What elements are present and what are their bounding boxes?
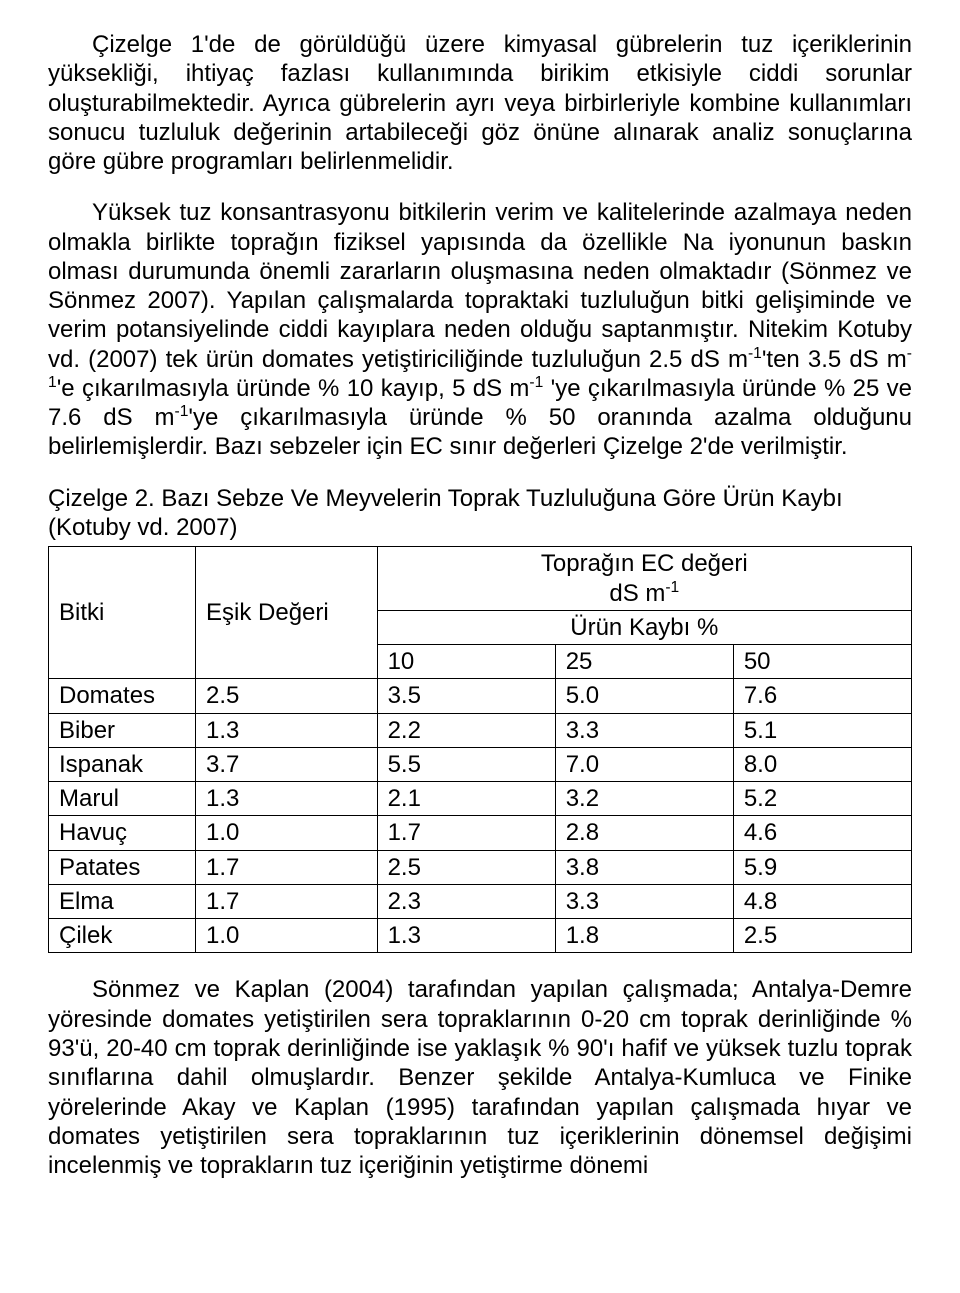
loss-col-10: 10 [377, 645, 555, 679]
table-cell: 2.1 [377, 782, 555, 816]
table2-header-row-1: Bitki Eşik Değeri Toprağın EC değeridS m… [49, 547, 912, 611]
table-cell: 1.3 [196, 713, 378, 747]
table-cell: Ispanak [49, 747, 196, 781]
table-cell: 7.0 [555, 747, 733, 781]
table-cell: 3.3 [555, 713, 733, 747]
table-row: Biber1.32.23.35.1 [49, 713, 912, 747]
table-cell: Elma [49, 884, 196, 918]
table-cell: 7.6 [733, 679, 911, 713]
table-cell: 3.3 [555, 884, 733, 918]
table-cell: 2.5 [196, 679, 378, 713]
table-row: Patates1.72.53.85.9 [49, 850, 912, 884]
table-cell: Biber [49, 713, 196, 747]
table-cell: 1.3 [196, 782, 378, 816]
table-cell: Marul [49, 782, 196, 816]
table-cell: 3.5 [377, 679, 555, 713]
table-cell: Havuç [49, 816, 196, 850]
loss-col-25: 25 [555, 645, 733, 679]
table-row: Ispanak3.75.57.08.0 [49, 747, 912, 781]
table-cell: Patates [49, 850, 196, 884]
table-cell: Çilek [49, 919, 196, 953]
table-cell: 1.8 [555, 919, 733, 953]
table-cell: 8.0 [733, 747, 911, 781]
table-cell: Domates [49, 679, 196, 713]
table-cell: 2.5 [733, 919, 911, 953]
table-cell: 1.3 [377, 919, 555, 953]
table-row: Marul1.32.13.25.2 [49, 782, 912, 816]
table2: Bitki Eşik Değeri Toprağın EC değeridS m… [48, 546, 912, 953]
table-cell: 1.7 [196, 884, 378, 918]
paragraph-1: Çizelge 1'de de görüldüğü üzere kimyasal… [48, 30, 912, 176]
ec-header: Toprağın EC değeridS m-1 [377, 547, 911, 611]
table-cell: 3.8 [555, 850, 733, 884]
table-row: Çilek1.01.31.82.5 [49, 919, 912, 953]
loss-header: Ürün Kaybı % [377, 610, 911, 644]
paragraph-2-text: Yüksek tuz konsantrasyonu bitkilerin ver… [48, 199, 912, 460]
table-row: Elma1.72.33.34.8 [49, 884, 912, 918]
paragraph-2: Yüksek tuz konsantrasyonu bitkilerin ver… [48, 198, 912, 461]
table-cell: 3.7 [196, 747, 378, 781]
table-cell: 2.2 [377, 713, 555, 747]
table-cell: 1.7 [377, 816, 555, 850]
table-row: Havuç1.01.72.84.6 [49, 816, 912, 850]
paragraph-3-text: Sönmez ve Kaplan (2004) tarafından yapıl… [48, 976, 912, 1179]
table-cell: 3.2 [555, 782, 733, 816]
table-cell: 2.3 [377, 884, 555, 918]
table-cell: 1.0 [196, 919, 378, 953]
table-cell: 4.8 [733, 884, 911, 918]
table-row: Domates2.53.55.07.6 [49, 679, 912, 713]
table-cell: 5.9 [733, 850, 911, 884]
table-cell: 1.7 [196, 850, 378, 884]
table-cell: 5.1 [733, 713, 911, 747]
col-threshold-header: Eşik Değeri [196, 547, 378, 679]
col-plant-header: Bitki [49, 547, 196, 679]
table-cell: 5.2 [733, 782, 911, 816]
paragraph-1-text: Çizelge 1'de de görüldüğü üzere kimyasal… [48, 31, 912, 175]
loss-col-50: 50 [733, 645, 911, 679]
table2-body: Bitki Eşik Değeri Toprağın EC değeridS m… [49, 547, 912, 953]
table-cell: 4.6 [733, 816, 911, 850]
document-page: Çizelge 1'de de görüldüğü üzere kimyasal… [0, 0, 960, 1293]
table-cell: 1.0 [196, 816, 378, 850]
table-cell: 5.0 [555, 679, 733, 713]
paragraph-3: Sönmez ve Kaplan (2004) tarafından yapıl… [48, 975, 912, 1180]
table2-caption: Çizelge 2. Bazı Sebze Ve Meyvelerin Topr… [48, 484, 912, 543]
table-cell: 5.5 [377, 747, 555, 781]
table-cell: 2.8 [555, 816, 733, 850]
table-cell: 2.5 [377, 850, 555, 884]
